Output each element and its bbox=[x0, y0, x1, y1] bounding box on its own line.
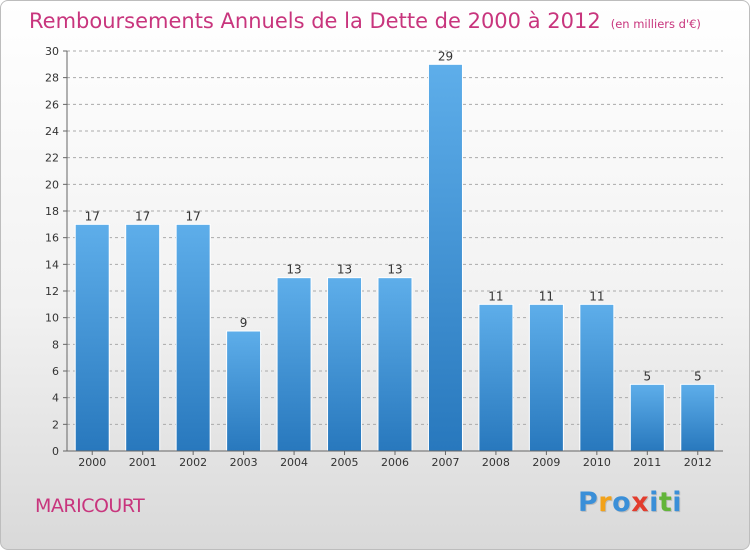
bar-value-label: 13 bbox=[387, 263, 402, 277]
bar bbox=[528, 303, 564, 452]
x-tick-label: 2002 bbox=[179, 456, 207, 469]
y-tick-label: 30 bbox=[45, 45, 59, 58]
bars-layer bbox=[74, 63, 716, 452]
x-tick-label: 2007 bbox=[431, 456, 459, 469]
bar-value-label: 13 bbox=[286, 263, 301, 277]
y-tick-label: 24 bbox=[45, 125, 59, 138]
bar-value-label: 11 bbox=[589, 289, 604, 303]
bar-value-label: 17 bbox=[135, 209, 150, 223]
y-tick-label: 22 bbox=[45, 152, 59, 165]
bar-value-label: 11 bbox=[539, 289, 554, 303]
y-tick-label: 6 bbox=[52, 365, 59, 378]
x-tick-label: 2004 bbox=[280, 456, 308, 469]
bar bbox=[175, 223, 211, 452]
x-tick-label: 2006 bbox=[381, 456, 409, 469]
y-tick-label: 8 bbox=[52, 338, 59, 351]
bar bbox=[478, 303, 514, 452]
y-tick-label: 12 bbox=[45, 285, 59, 298]
bar bbox=[74, 223, 110, 452]
logo-letter: x bbox=[631, 487, 650, 518]
y-tick-label: 18 bbox=[45, 205, 59, 218]
chart-title: Remboursements Annuels de la Dette de 20… bbox=[29, 9, 601, 33]
y-tick-label: 26 bbox=[45, 98, 59, 111]
logo-letter: o bbox=[612, 487, 632, 518]
y-tick-label: 0 bbox=[52, 445, 59, 458]
bar bbox=[125, 223, 161, 452]
bar bbox=[427, 63, 463, 452]
bar-value-label: 13 bbox=[337, 263, 352, 277]
y-tick-label: 20 bbox=[45, 178, 59, 191]
logo-letter: r bbox=[598, 487, 613, 518]
x-tick-label: 2005 bbox=[331, 456, 359, 469]
bar-value-label: 11 bbox=[488, 289, 503, 303]
chart-subtitle: (en milliers d'€) bbox=[610, 17, 701, 31]
x-tick-label: 2011 bbox=[633, 456, 661, 469]
bar-value-label: 5 bbox=[643, 369, 651, 383]
bar bbox=[629, 383, 665, 452]
bar-value-label: 17 bbox=[85, 209, 100, 223]
logo-letter: t bbox=[658, 487, 673, 518]
y-tick-label: 14 bbox=[45, 258, 59, 271]
bar bbox=[327, 277, 363, 452]
chart-title-block: Remboursements Annuels de la Dette de 20… bbox=[29, 9, 701, 33]
bar-value-label: 9 bbox=[240, 316, 248, 330]
bar-value-label: 17 bbox=[186, 209, 201, 223]
bar-value-label: 5 bbox=[694, 369, 702, 383]
logo-letter: i bbox=[672, 487, 683, 518]
bar bbox=[276, 277, 312, 452]
bar bbox=[680, 383, 716, 452]
x-tick-label: 2000 bbox=[78, 456, 106, 469]
y-tick-label: 4 bbox=[52, 392, 59, 405]
y-tick-label: 2 bbox=[52, 418, 59, 431]
x-tick-label: 2009 bbox=[532, 456, 560, 469]
logo-letter: P bbox=[578, 487, 599, 518]
bar bbox=[226, 330, 262, 452]
bar bbox=[377, 277, 413, 452]
bar-value-label: 29 bbox=[438, 49, 453, 63]
x-tick-label: 2010 bbox=[583, 456, 611, 469]
y-tick-label: 10 bbox=[45, 312, 59, 325]
x-tick-label: 2012 bbox=[684, 456, 712, 469]
y-tick-label: 28 bbox=[45, 72, 59, 85]
x-tick-label: 2001 bbox=[129, 456, 157, 469]
x-tick-label: 2008 bbox=[482, 456, 510, 469]
x-tick-label: 2003 bbox=[230, 456, 258, 469]
y-tick-label: 16 bbox=[45, 232, 59, 245]
place-name: MARICOURT bbox=[35, 495, 145, 517]
proxiti-logo: Proxiti bbox=[578, 487, 682, 518]
logo-letter: i bbox=[649, 487, 659, 518]
bar bbox=[579, 303, 615, 452]
labels-layer: 17 17 17 9 13 13 13 29 11 11 11 5 5 bbox=[85, 49, 702, 383]
